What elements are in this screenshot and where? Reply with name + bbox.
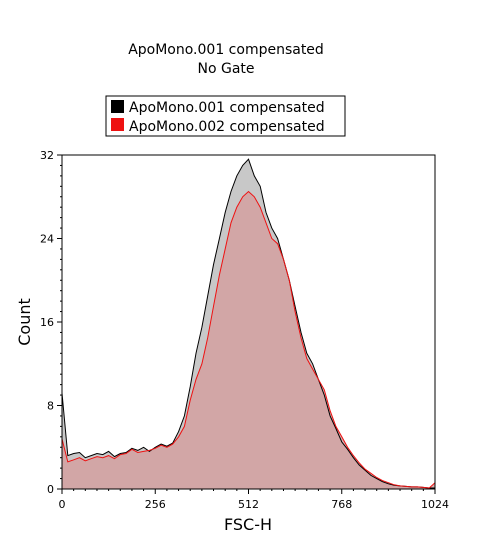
plot-series [61,158,436,489]
y-tick-label: 8 [47,400,54,413]
x-axis-label: FSC-H [224,515,272,534]
x-tick-label: 1024 [421,498,449,511]
y-tick-label: 32 [40,149,54,162]
y-axis-label: Count [15,298,34,346]
series-line-apomono-001 [61,158,435,489]
series-line-apomono-002 [61,190,436,489]
y-axis-ticks: 0 8 16 24 32 [40,149,62,496]
legend-box [105,95,346,137]
series-fill-apomono-002 [62,191,435,489]
x-tick-label: 0 [59,498,66,511]
legend-label-series-1: ApoMono.001 compensated [129,100,325,116]
legend-label-series-2: ApoMono.002 compensated [129,119,325,135]
legend: ApoMono.001 compensated ApoMono.002 comp… [105,95,346,137]
x-axis-ticks: 0 256 512 768 1024 [59,489,449,511]
legend-swatch-series-1 [111,100,124,113]
y-tick-label: 0 [47,483,54,496]
x-tick-label: 256 [145,498,166,511]
y-tick-label: 16 [40,316,54,329]
y-tick-label: 24 [40,233,54,246]
chart-title: ApoMono.001 compensated [128,42,324,58]
legend-swatch-series-2 [111,118,124,131]
x-tick-label: 768 [331,498,352,511]
chart-subtitle: No Gate [197,61,254,77]
x-tick-label: 512 [238,498,259,511]
